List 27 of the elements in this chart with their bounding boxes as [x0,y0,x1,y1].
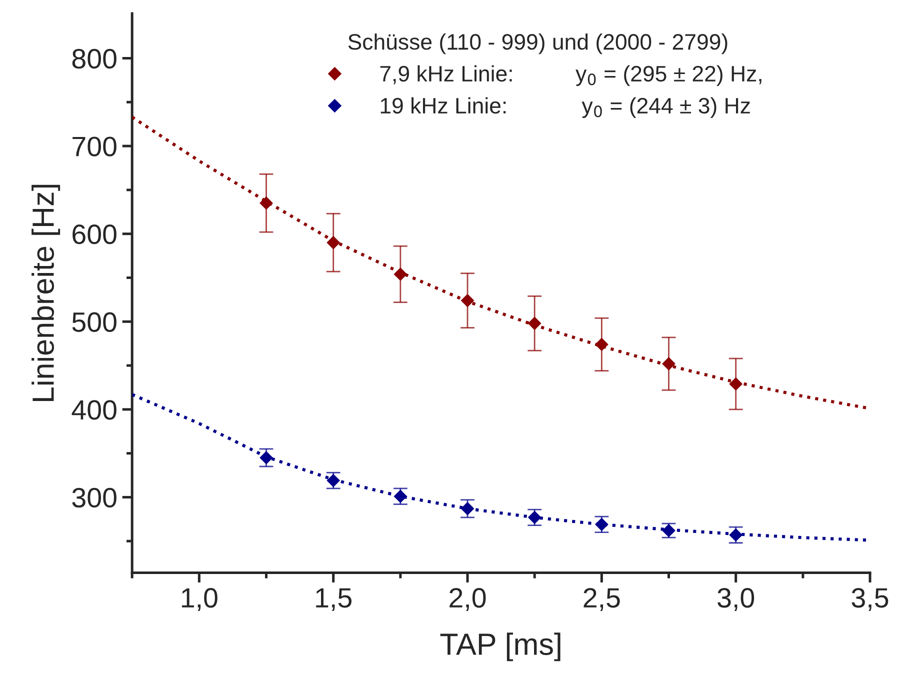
point [595,338,608,352]
x-axis-title: TAP [ms] [440,632,560,662]
y-tick-label: 300 [72,488,116,508]
x-tick-label: 1,0 [182,588,218,611]
legend-label: 19 kHz Linie: y$_{0}$ = (244 ± 3) Hz [380,97,750,118]
x-tick-label: 1,5 [316,588,352,611]
point [460,294,474,308]
point [394,268,407,281]
point [260,196,273,210]
point [326,236,340,250]
y-tick-label: 600 [72,224,116,244]
point [260,451,273,464]
x-tick-label: 3,5 [852,588,888,611]
legend-label: 7,9 kHz Linie: y$_{0}$ = (295 ± 22) Hz, [380,65,762,86]
point [662,357,676,370]
y-tick-label: 500 [72,312,116,332]
x-tick-label: 2,5 [584,588,620,611]
y-tick-label: 700 [72,136,116,156]
y-tick-label: 800 [72,48,116,69]
legend-title: Schüsse (110 - 999) und (2000 - 2799) [348,33,728,54]
point [460,502,474,516]
x-tick-label: 3,0 [718,588,754,611]
y-axis-title: Linienbreite [Hz] [32,184,60,401]
y-tick-label: 400 [72,400,116,420]
point [528,316,542,330]
x-tick-label: 2,0 [450,588,486,611]
point [729,377,742,391]
